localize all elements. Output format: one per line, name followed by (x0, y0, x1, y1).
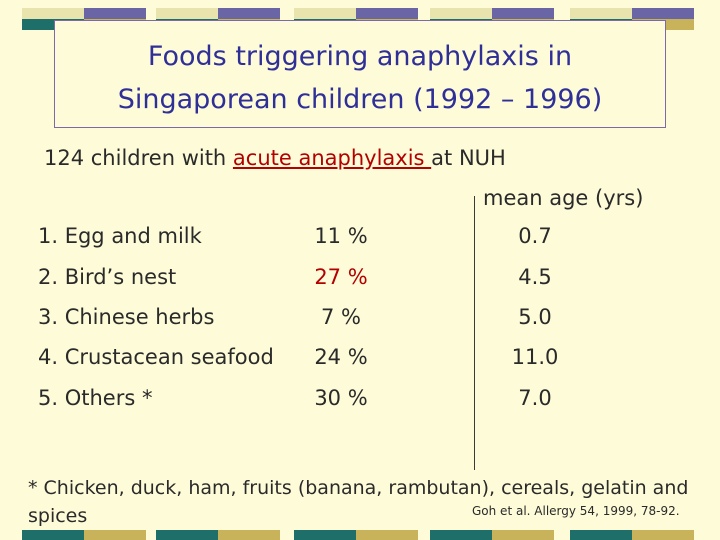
food-mean-age: 5.0 (518, 305, 552, 329)
intro-suffix: at NUH (431, 146, 506, 170)
table-row: 1. Egg and milk 11 % 0.7 (0, 224, 720, 258)
food-percent: 27 % (314, 265, 368, 289)
band-segment (22, 530, 84, 540)
table-row: 4. Crustacean seafood 24 % 11.0 (0, 345, 720, 379)
food-percent: 7 % (321, 305, 361, 329)
decorative-bottom-band (0, 530, 720, 540)
food-mean-age: 0.7 (518, 224, 552, 248)
band-segment (22, 8, 84, 19)
food-percent: 30 % (314, 386, 368, 410)
band-segment (492, 8, 554, 19)
band-segment (294, 8, 356, 19)
food-percent: 11 % (314, 224, 368, 248)
band-segment (430, 530, 492, 540)
band-segment (156, 530, 218, 540)
food-name: 3. Chinese herbs (38, 305, 215, 329)
title-line-1: Foods triggering anaphylaxis in (147, 41, 573, 72)
food-mean-age: 7.0 (518, 386, 552, 410)
band-segment (430, 8, 492, 19)
band-segment (218, 530, 280, 540)
age-column-header: mean age (yrs) (483, 186, 644, 210)
band-segment (356, 530, 418, 540)
food-mean-age: 11.0 (511, 345, 559, 369)
footnote: * Chicken, duck, ham, fruits (banana, ra… (28, 477, 689, 527)
food-name: 4. Crustacean seafood (38, 345, 274, 369)
band-segment (84, 8, 146, 19)
column-divider (474, 196, 475, 470)
table-row: 5. Others * 30 % 7.0 (0, 386, 720, 420)
food-mean-age: 4.5 (518, 265, 552, 289)
table-row: 2. Bird’s nest 27 % 4.5 (0, 265, 720, 299)
band-segment (356, 8, 418, 19)
intro-text: 124 children with acute anaphylaxis at N… (44, 146, 506, 170)
citation: Goh et al. Allergy 54, 1999, 78-92. (472, 504, 680, 518)
band-segment (632, 8, 694, 19)
food-percent: 24 % (314, 345, 368, 369)
band-segment (570, 530, 632, 540)
food-name: 1. Egg and milk (38, 224, 202, 248)
band-segment (22, 19, 84, 30)
title-line-2: Singaporean children (1992 – 1996) (117, 84, 603, 115)
band-segment (492, 530, 554, 540)
intro-highlight: acute anaphylaxis (232, 146, 432, 170)
title-box: Foods triggering anaphylaxis in Singapor… (54, 20, 666, 128)
band-segment (570, 8, 632, 19)
food-name: 5. Others * (38, 386, 153, 410)
slide-title: Foods triggering anaphylaxis in Singapor… (55, 35, 665, 121)
band-segment (218, 8, 280, 19)
band-segment (156, 8, 218, 19)
band-segment (84, 530, 146, 540)
band-segment (294, 530, 356, 540)
intro-prefix: 124 children with (44, 146, 233, 170)
band-segment (632, 530, 694, 540)
food-name: 2. Bird’s nest (38, 265, 177, 289)
table-row: 3. Chinese herbs 7 % 5.0 (0, 305, 720, 339)
